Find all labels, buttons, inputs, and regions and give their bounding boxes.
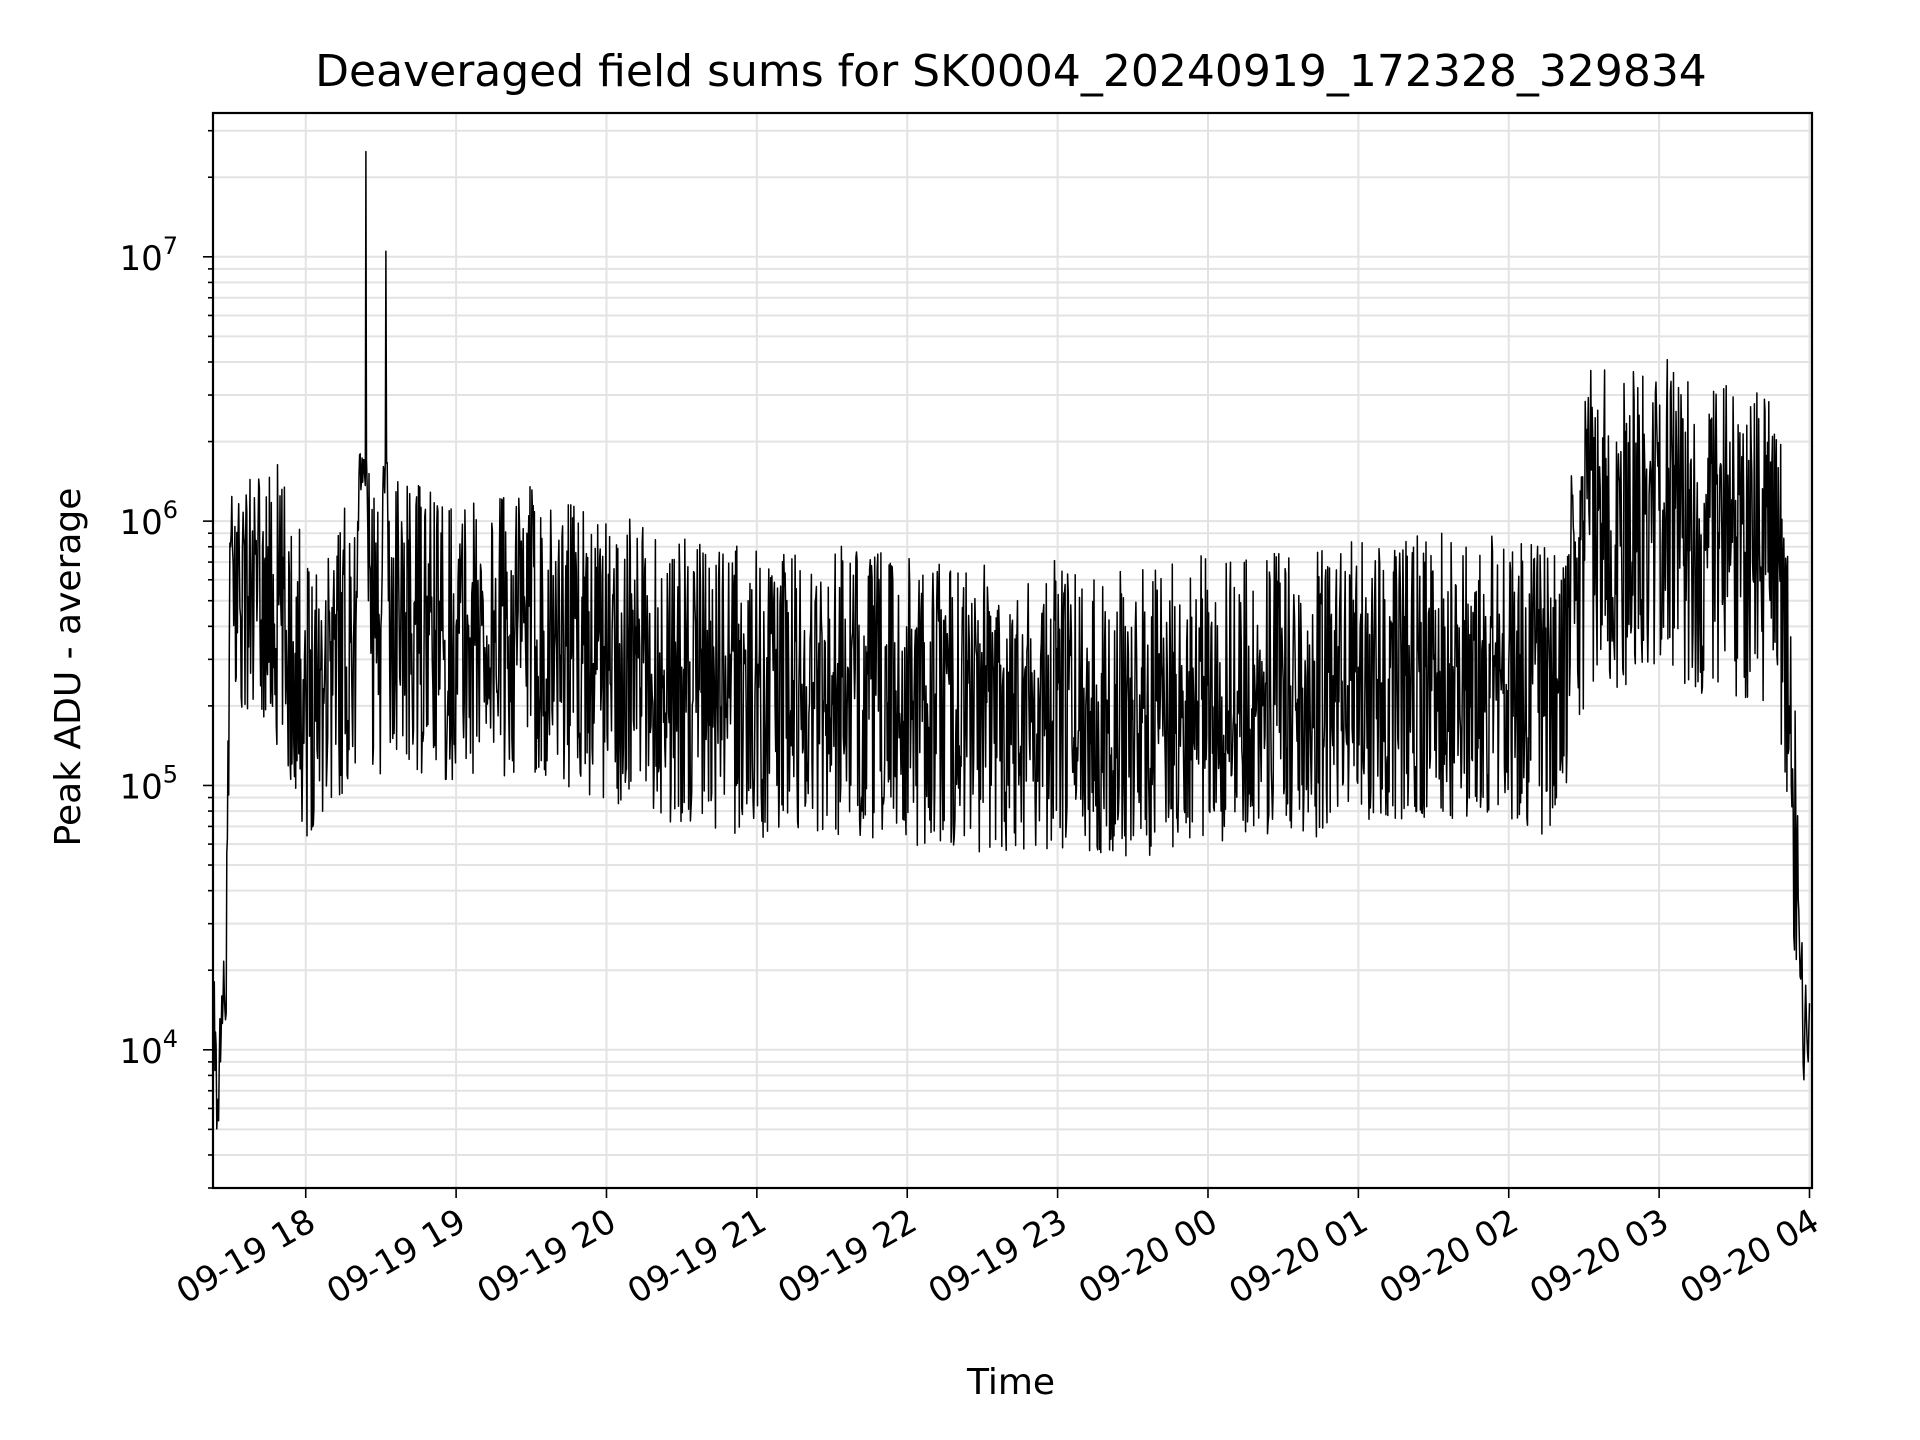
chart-title: Deaveraged field sums for SK0004_2024091… xyxy=(315,46,1707,97)
series-line xyxy=(213,150,1811,1130)
data-layer xyxy=(213,150,1811,1130)
y-tick-label: 104 xyxy=(119,1025,178,1072)
plot-frame xyxy=(211,111,1814,1190)
y-tick-label: 106 xyxy=(119,496,178,543)
y-tick-label: 107 xyxy=(119,232,178,279)
y-axis-label: Peak ADU - average xyxy=(48,488,89,847)
y-tick-label: 105 xyxy=(119,760,178,807)
x-axis-label: Time xyxy=(966,1362,1055,1403)
